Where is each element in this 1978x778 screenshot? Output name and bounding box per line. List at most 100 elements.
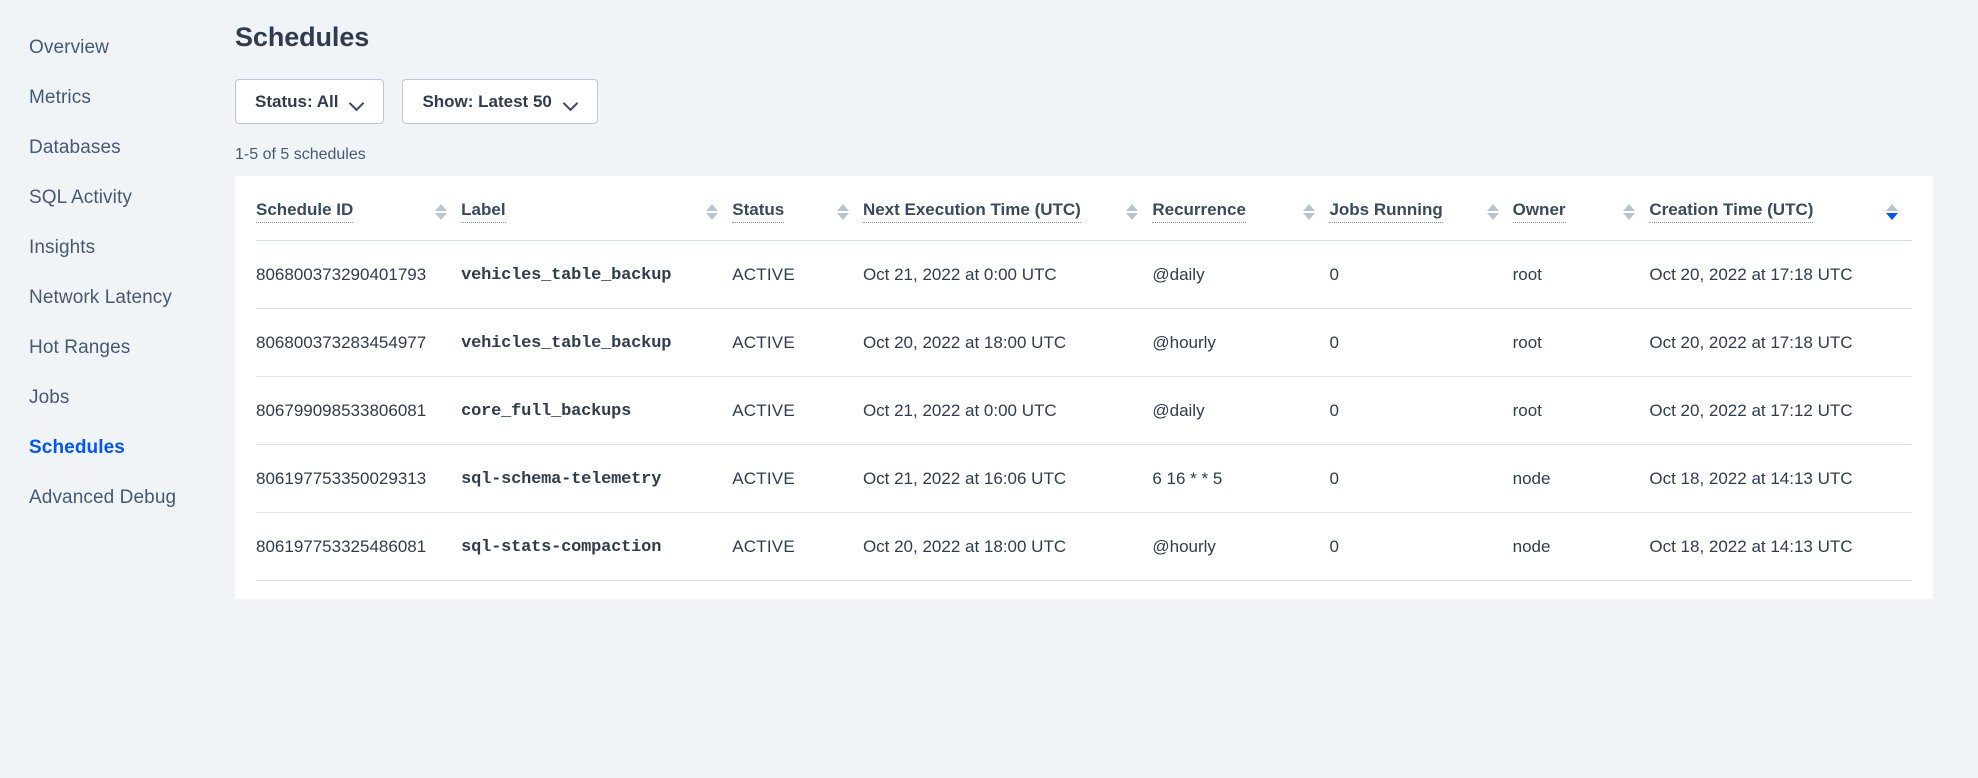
sidebar-item-jobs[interactable]: Jobs (0, 372, 235, 422)
column-header-label[interactable]: Creation Time (UTC) (1649, 200, 1814, 223)
cell-schedule-id: 806800373290401793 (256, 240, 462, 309)
sidebar-item-hot-ranges[interactable]: Hot Ranges (0, 322, 235, 372)
column-header-inner: Label (461, 200, 732, 223)
cell-owner: root (1512, 240, 1650, 309)
cell-owner: root (1512, 308, 1650, 377)
cell-recurrence: @daily (1152, 240, 1330, 309)
sidebar-item-label: Insights (29, 236, 96, 258)
column-header-inner: Next Execution Time (UTC) (862, 200, 1152, 223)
table-header-row: Schedule ID Label Status Next Execution Tim… (256, 176, 1912, 241)
sidebar-item-label: Advanced Debug (29, 486, 177, 508)
schedules-table-card: Schedule ID Label Status Next Execution Tim… (235, 176, 1933, 599)
sort-toggle-icon[interactable] (1486, 203, 1499, 220)
cell-creation-time: Oct 18, 2022 at 14:13 UTC (1649, 512, 1912, 581)
sidebar-item-network-latency[interactable]: Network Latency (0, 272, 235, 322)
table-body: 806800373290401793 vehicles_table_backup A… (256, 240, 1912, 581)
table-head: Schedule ID Label Status Next Execution Tim… (256, 176, 1912, 241)
cell-next-execution: Oct 20, 2022 at 18:00 UTC (862, 308, 1153, 377)
sidebar-item-metrics[interactable]: Metrics (0, 72, 235, 122)
sort-toggle-icon[interactable] (1303, 203, 1316, 220)
cell-label: sql-schema-telemetry (461, 444, 733, 513)
table-row[interactable]: 806799098533806081 core_full_backups ACTIV… (256, 376, 1912, 445)
column-header-label[interactable]: Label (461, 176, 733, 241)
cell-jobs-running: 0 (1329, 240, 1513, 309)
sidebar-item-databases[interactable]: Databases (0, 122, 235, 172)
table-row[interactable]: 806800373290401793 vehicles_table_backup A… (256, 240, 1912, 309)
show-filter[interactable]: Show: Latest 50 (402, 79, 598, 124)
sidebar-item-label: Overview (29, 36, 109, 58)
cell-status: ACTIVE (732, 240, 863, 309)
sidebar-item-label: Hot Ranges (29, 336, 131, 358)
sidebar-item-insights[interactable]: Insights (0, 222, 235, 272)
sort-toggle-icon[interactable] (1126, 203, 1139, 220)
chevron-down-icon (351, 98, 364, 106)
column-header-inner: Schedule ID (256, 200, 461, 223)
cell-owner: root (1512, 376, 1650, 445)
sidebar-item-overview[interactable]: Overview (0, 22, 235, 72)
column-header-label[interactable]: Owner (1512, 200, 1566, 223)
page-title: Schedules (235, 22, 370, 52)
cell-jobs-running: 0 (1329, 308, 1513, 377)
cell-owner: node (1512, 444, 1650, 513)
column-header-label[interactable]: Recurrence (1152, 200, 1246, 223)
sidebar-item-sql-activity[interactable]: SQL Activity (0, 172, 235, 222)
column-header-owner[interactable]: Owner (1512, 176, 1650, 241)
filter-label: Status: All (255, 91, 339, 111)
sort-toggle-icon[interactable] (1886, 203, 1898, 220)
column-header-creation-time[interactable]: Creation Time (UTC) (1649, 176, 1912, 241)
cell-creation-time: Oct 20, 2022 at 17:18 UTC (1649, 308, 1912, 377)
column-header-inner: Creation Time (UTC) (1649, 200, 1912, 223)
column-header-next-execution[interactable]: Next Execution Time (UTC) (862, 176, 1153, 241)
sidebar-item-advanced-debug[interactable]: Advanced Debug (0, 472, 235, 522)
chevron-down-icon (565, 98, 578, 106)
cell-recurrence: 6 16 * * 5 (1152, 444, 1330, 513)
column-header-label[interactable]: Schedule ID (256, 200, 354, 223)
cell-next-execution: Oct 21, 2022 at 0:00 UTC (862, 376, 1153, 445)
cell-status: ACTIVE (732, 376, 863, 445)
sort-toggle-icon[interactable] (836, 203, 849, 220)
sidebar-item-label: Metrics (29, 86, 91, 108)
cell-status: ACTIVE (732, 308, 863, 377)
cell-label: core_full_backups (461, 376, 733, 445)
table-row[interactable]: 806197753325486081 sql-stats-compaction AC… (256, 512, 1912, 581)
table-row[interactable]: 806197753350029313 sql-schema-telemetry AC… (256, 444, 1912, 513)
sidebar-item-label: Network Latency (29, 286, 173, 308)
cell-next-execution: Oct 21, 2022 at 16:06 UTC (862, 444, 1153, 513)
cell-schedule-id: 806800373283454977 (256, 308, 462, 377)
column-header-recurrence[interactable]: Recurrence (1152, 176, 1330, 241)
sort-toggle-icon[interactable] (1623, 203, 1636, 220)
sidebar-item-label: Databases (29, 136, 121, 158)
cell-next-execution: Oct 20, 2022 at 18:00 UTC (862, 512, 1153, 581)
column-header-label[interactable]: Label (461, 200, 506, 223)
column-header-label[interactable]: Status (732, 200, 785, 223)
status-filter[interactable]: Status: All (235, 79, 385, 124)
cell-recurrence: @daily (1152, 376, 1330, 445)
column-header-label[interactable]: Jobs Running (1329, 200, 1443, 223)
column-header-inner: Status (732, 200, 863, 223)
cell-owner: node (1512, 512, 1650, 581)
schedules-table: Schedule ID Label Status Next Execution Tim… (256, 176, 1912, 581)
cell-jobs-running: 0 (1329, 376, 1513, 445)
table-row[interactable]: 806800373283454977 vehicles_table_backup A… (256, 308, 1912, 377)
cell-label: sql-stats-compaction (461, 512, 733, 581)
column-header-jobs-running[interactable]: Jobs Running (1329, 176, 1513, 241)
sort-toggle-icon[interactable] (435, 203, 448, 220)
sort-toggle-icon[interactable] (706, 203, 719, 220)
column-header-label[interactable]: Next Execution Time (UTC) (862, 200, 1081, 223)
cell-status: ACTIVE (732, 444, 863, 513)
column-header-schedule-id[interactable]: Schedule ID (256, 176, 462, 241)
sidebar: Overview Metrics Databases SQL Activity Insi… (0, 0, 235, 778)
sidebar-item-schedules[interactable]: Schedules (0, 422, 235, 472)
cell-jobs-running: 0 (1329, 444, 1513, 513)
column-header-inner: Recurrence (1152, 200, 1329, 223)
cell-label: vehicles_table_backup (461, 308, 733, 377)
filter-label: Show: Latest 50 (422, 91, 552, 111)
cell-recurrence: @hourly (1152, 308, 1330, 377)
cell-schedule-id: 806799098533806081 (256, 376, 462, 445)
column-header-inner: Owner (1512, 200, 1650, 223)
column-header-status[interactable]: Status (732, 176, 863, 241)
filter-bar: Status: All Show: Latest 50 (235, 79, 1978, 124)
cell-next-execution: Oct 21, 2022 at 0:00 UTC (862, 240, 1153, 309)
cell-label: vehicles_table_backup (461, 240, 733, 309)
